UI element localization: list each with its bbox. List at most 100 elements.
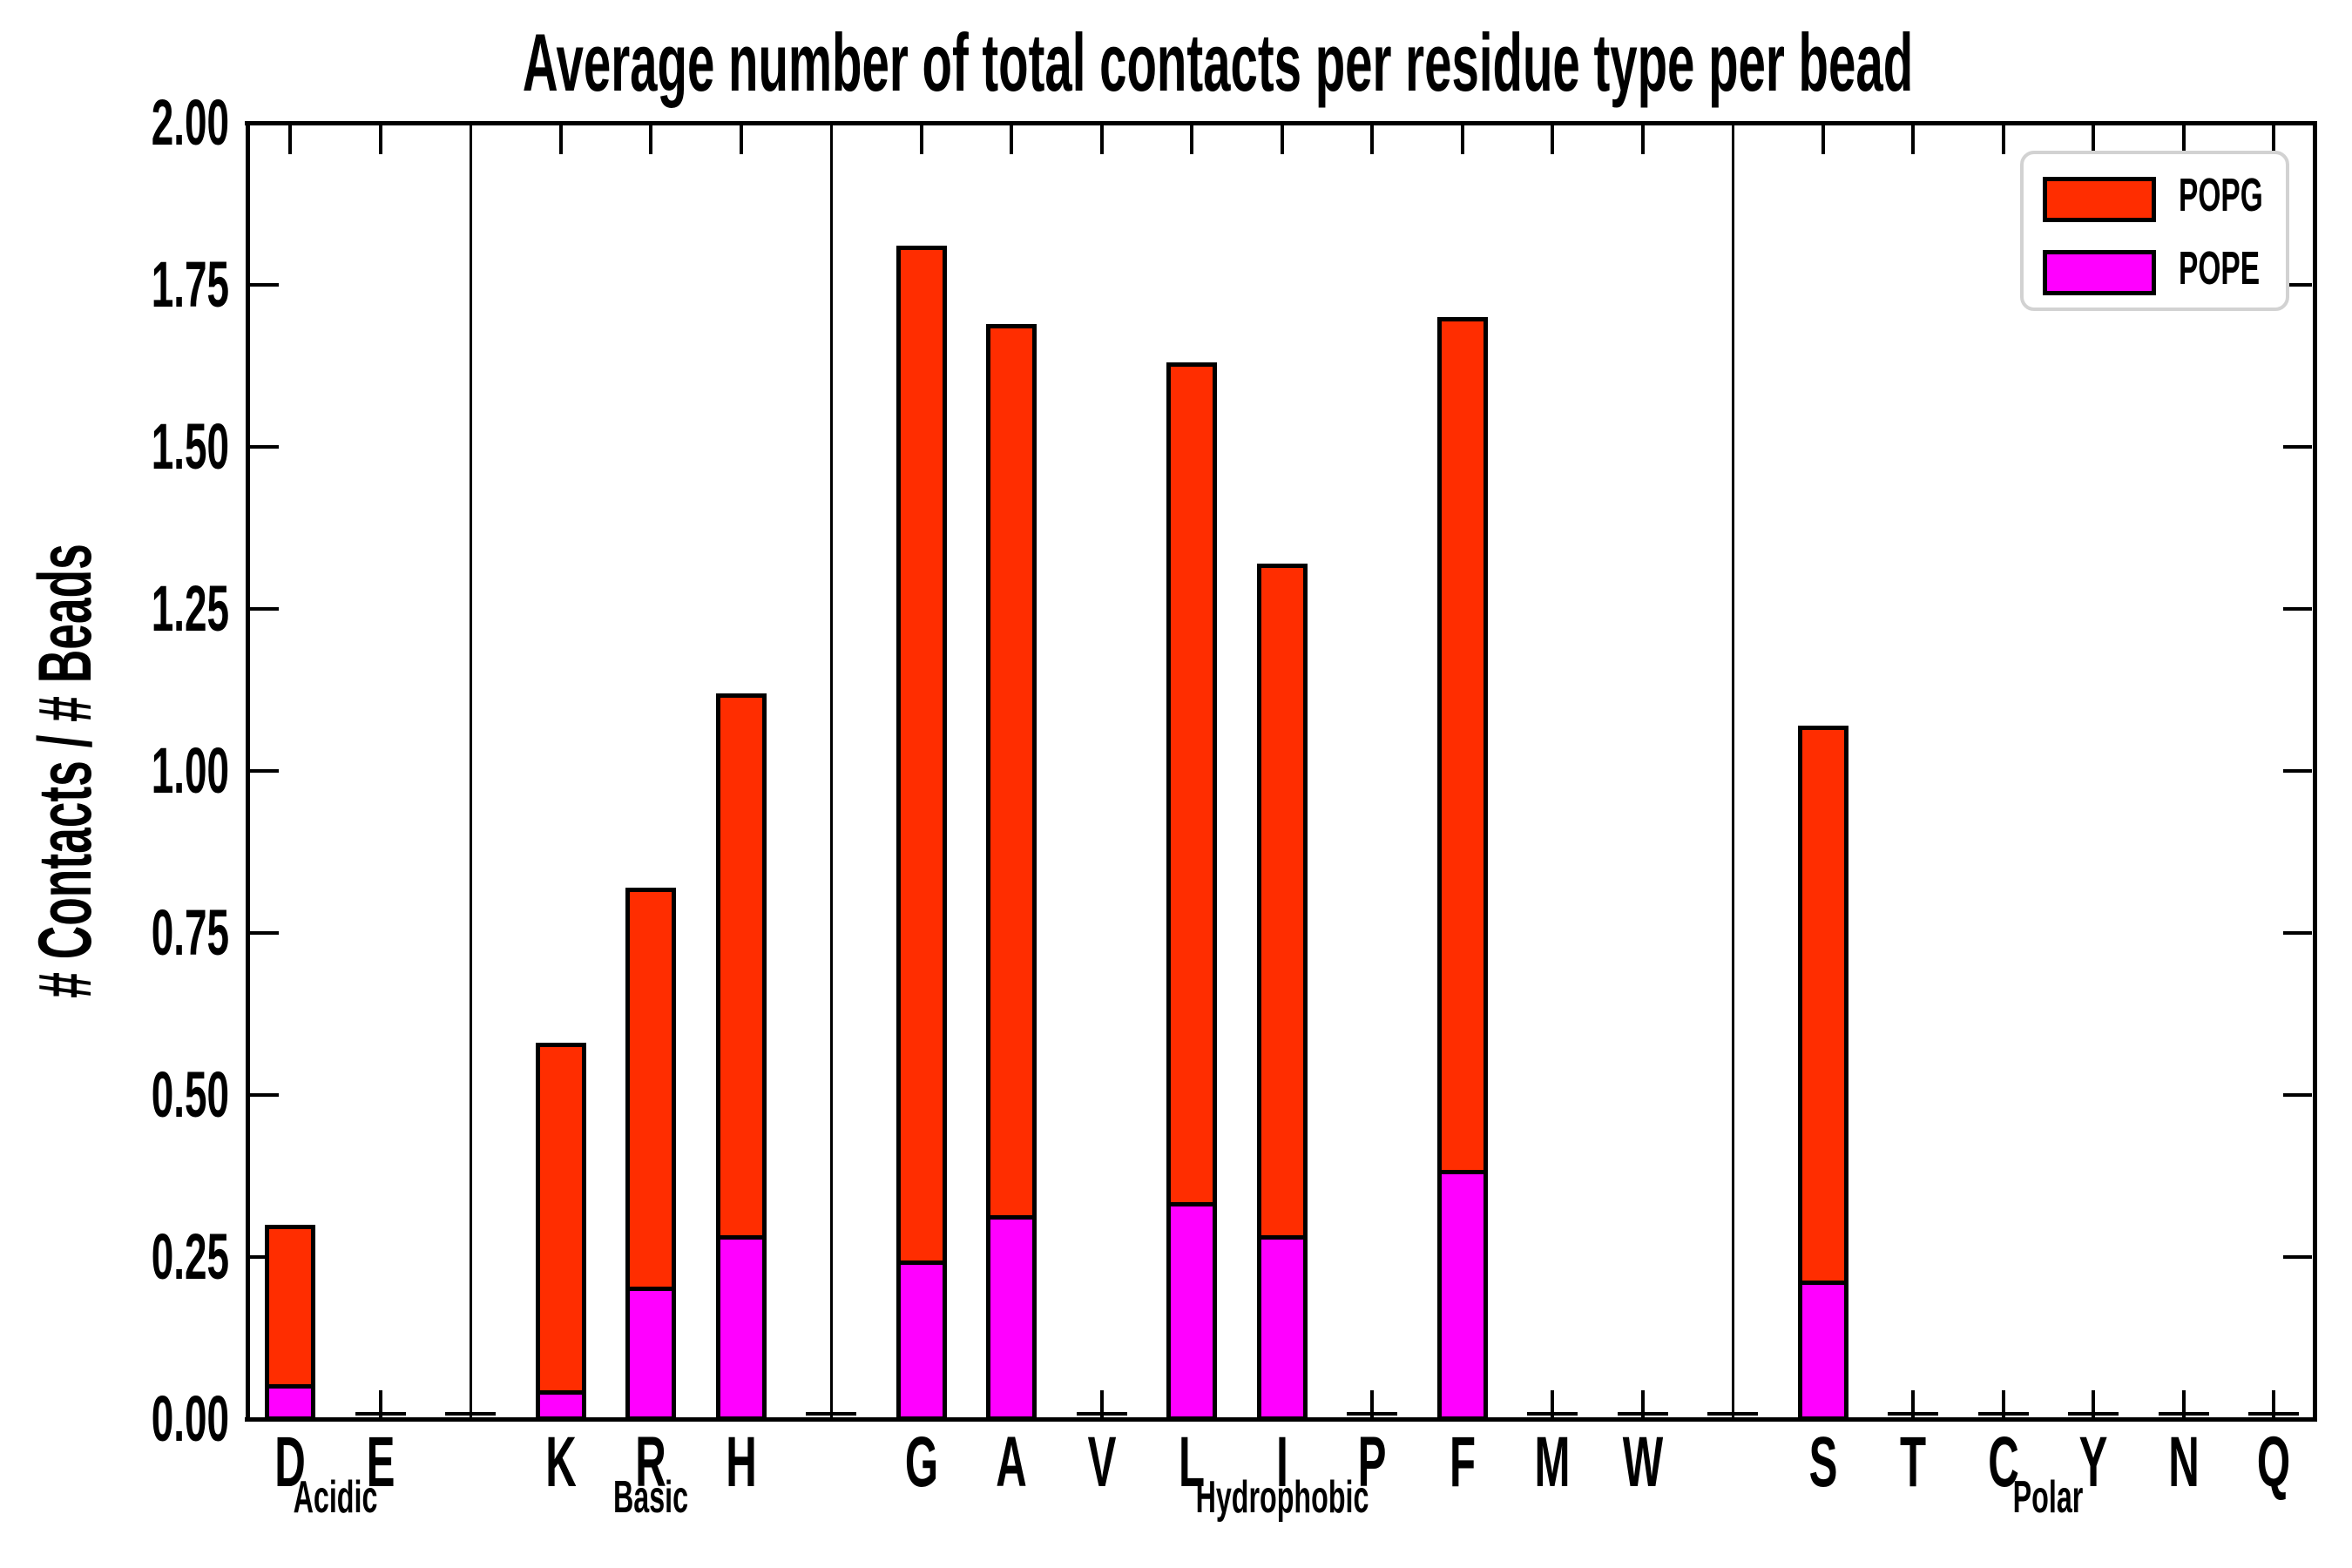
spacer-zero-bar: [1707, 1412, 1758, 1416]
bar-R: [625, 887, 676, 1421]
legend-label-popg: POPG: [2179, 169, 2263, 221]
x-tick-bottom: [2092, 1390, 2095, 1419]
x-label-F: F: [1449, 1423, 1476, 1502]
y-tick-right: [2283, 1255, 2312, 1259]
x-tick-top: [1551, 125, 1554, 154]
bar-K-pope-segment: [539, 1390, 582, 1416]
x-label-A: A: [996, 1423, 1027, 1502]
group-label-hydrophobic: Hydrophobic: [1195, 1472, 1369, 1523]
x-tick-bottom: [1640, 1390, 1645, 1419]
x-tick-top: [2001, 125, 2005, 154]
x-label-L: L: [1178, 1423, 1206, 1502]
bar-M-zero: [1527, 1412, 1578, 1416]
bar-A-pope-segment: [990, 1215, 1032, 1416]
bar-G-pope-segment: [900, 1260, 943, 1416]
bar-S-pope-segment: [1801, 1280, 1844, 1416]
y-tick-left: [250, 931, 279, 935]
x-label-Y: Y: [2078, 1423, 2108, 1502]
x-tick-top: [2092, 125, 2095, 154]
x-label-H: H: [725, 1423, 757, 1502]
x-tick-top: [649, 125, 652, 154]
x-label-G: G: [904, 1423, 938, 1502]
y-tick-left: [250, 445, 279, 449]
x-tick-top: [1911, 125, 1915, 154]
bar-N-zero: [2158, 1412, 2209, 1416]
y-tick-label-1.75: 1.75: [151, 248, 229, 321]
bar-F-pope-segment: [1441, 1170, 1484, 1416]
x-tick-top: [1640, 125, 1645, 154]
x-label-T: T: [1899, 1423, 1927, 1502]
x-tick-bottom: [1551, 1390, 1554, 1419]
bar-F: [1436, 317, 1488, 1421]
bar-W-zero: [1617, 1412, 1668, 1416]
legend-swatch-pope: [2043, 250, 2156, 295]
x-label-I: I: [1275, 1423, 1288, 1502]
legend-box: POPG POPE: [2020, 151, 2289, 311]
bar-E-zero: [355, 1412, 406, 1416]
spacer-zero-bar: [806, 1412, 856, 1416]
bar-L-pope-segment: [1171, 1202, 1213, 1416]
bar-P-zero: [1347, 1412, 1397, 1416]
x-tick-bottom: [1370, 1390, 1374, 1419]
x-tick-bottom: [1099, 1390, 1104, 1419]
y-tick-label-1.50: 1.50: [151, 410, 229, 483]
x-tick-top: [378, 125, 382, 154]
y-tick-left: [250, 283, 279, 287]
y-tick-right: [2283, 445, 2312, 449]
bar-C-zero: [1977, 1412, 2029, 1416]
y-tick-right: [2283, 769, 2312, 773]
y-tick-left: [250, 1093, 279, 1097]
spacer-zero-bar: [445, 1412, 496, 1416]
bar-S: [1797, 725, 1848, 1421]
axis-spine-right: [2313, 121, 2317, 1421]
chart-title: Average number of total contacts per res…: [522, 17, 1914, 108]
bar-L: [1166, 362, 1217, 1421]
y-tick-label-0.00: 0.00: [151, 1382, 229, 1455]
x-tick-bottom: [378, 1390, 382, 1419]
x-tick-bottom: [1911, 1390, 1915, 1419]
axis-spine-top: [245, 121, 2317, 125]
legend-swatch-popg: [2043, 177, 2156, 222]
bar-Y-zero: [2068, 1412, 2119, 1416]
x-tick-top: [1460, 125, 1464, 154]
x-tick-top: [288, 125, 292, 154]
x-tick-top: [919, 125, 923, 154]
x-label-K: K: [544, 1423, 577, 1502]
bar-H-pope-segment: [720, 1234, 762, 1416]
y-tick-label-0.25: 0.25: [151, 1220, 229, 1293]
x-label-E: E: [366, 1423, 395, 1502]
y-tick-right: [2283, 283, 2312, 287]
x-tick-top: [2272, 125, 2275, 154]
x-tick-top: [2181, 125, 2186, 154]
x-tick-top: [739, 125, 743, 154]
bar-K: [535, 1043, 586, 1421]
y-tick-label-1.25: 1.25: [151, 572, 229, 645]
bar-T-zero: [1888, 1412, 1938, 1416]
group-label-acidic: Acidic: [293, 1472, 378, 1523]
y-tick-left: [250, 607, 279, 611]
x-tick-bottom: [2181, 1390, 2186, 1419]
x-tick-top: [1099, 125, 1104, 154]
axis-spine-left: [246, 121, 250, 1421]
group-label-polar: Polar: [2012, 1472, 2084, 1523]
y-axis-label: # Contacts / # Beads: [24, 544, 107, 998]
x-tick-top: [1010, 125, 1013, 154]
bar-Q-zero: [2248, 1412, 2299, 1416]
x-tick-top: [1370, 125, 1374, 154]
x-label-P: P: [1357, 1423, 1387, 1502]
y-tick-right: [2283, 607, 2312, 611]
x-label-M: M: [1534, 1423, 1571, 1502]
x-tick-top: [558, 125, 563, 154]
x-tick-top: [1190, 125, 1193, 154]
bar-H: [715, 693, 767, 1421]
group-divider-line: [1731, 123, 1734, 1419]
y-tick-label-1.00: 1.00: [151, 734, 229, 807]
x-label-W: W: [1622, 1423, 1663, 1502]
group-divider-line: [469, 123, 472, 1419]
y-tick-label-0.50: 0.50: [151, 1058, 229, 1131]
x-label-N: N: [2167, 1423, 2200, 1502]
y-tick-label-2.00: 2.00: [151, 86, 229, 159]
x-tick-bottom: [2272, 1390, 2275, 1419]
y-tick-label-0.75: 0.75: [151, 896, 229, 969]
